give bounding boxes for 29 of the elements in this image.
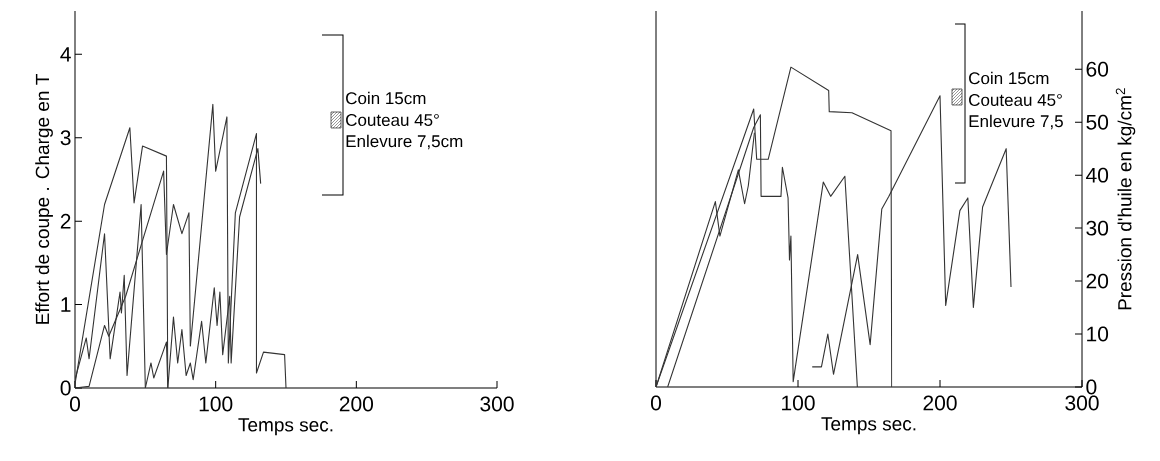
y2-tick-label: 50 [1086,114,1109,130]
x-tick-label: 100 [199,396,233,412]
y2-axis-title: Pression d'huile en kg/cm$^{2}$ [1115,88,1136,310]
y2-tick-label: 0 [1086,379,1097,395]
y2-tick-label: 10 [1087,326,1109,342]
y-tick-label: 2 [60,213,71,229]
y-tick-label: 3 [60,130,71,146]
x-axis-title: Temps sec. [821,417,916,435]
annotation: Coin 15cm [346,91,426,105]
annotation: Couteau 45° [346,113,439,127]
y-axis-title: Effort de coupe . Charge en T [35,74,53,324]
annotation: Enlevure 7,5 [969,114,1063,130]
y2-tick-label: 30 [1086,220,1109,236]
y2-tick-label: 40 [1086,167,1109,183]
annotation: Enlevure 7,5cm [346,134,463,150]
annotation: Couteau 45° [969,93,1062,107]
x-tick-label: 100 [782,395,815,411]
x-tick-label: 300 [480,396,514,412]
x-tick-label: 0 [650,395,662,411]
annotation: Coin 15cm [969,71,1049,85]
y2-tick-label: 20 [1086,273,1109,289]
x-tick-label: 300 [1065,395,1099,411]
y-tick-label: 0 [60,380,71,396]
y-tick-label: 1 [61,297,71,312]
y-tick-label: 4 [60,47,71,62]
y2-tick-label: 60 [1086,61,1109,77]
x-tick-label: 200 [923,395,957,411]
x-tick-label: 200 [339,396,374,412]
x-axis-title: Temps sec. [238,418,333,436]
